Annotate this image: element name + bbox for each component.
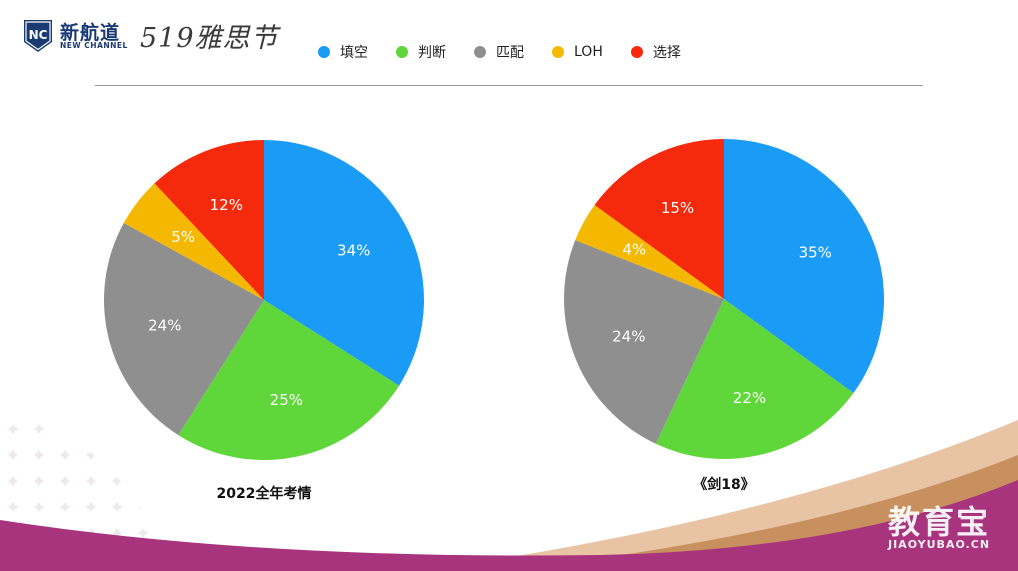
watermark-brand: 教育宝 [888,503,991,541]
pie-slice-panduan [178,300,400,460]
legend-item-pipei: 匹配 [474,42,524,62]
data-label-pipei: 24% [612,328,645,346]
header-divider [95,85,923,86]
legend-swatch-icon [552,46,564,58]
chart-legend: 填空 判断 匹配 LOH 选择 [318,42,709,62]
legend-swatch-icon [630,46,643,58]
legend-label: 填空 [340,45,368,61]
chart-title-2022: 2022全年考情 [216,486,312,502]
data-label-pipei: 24% [148,316,181,334]
data-label-loh: 5% [171,228,195,246]
legend-swatch-icon [474,46,486,58]
logo-brand-name: 新航道 [60,22,121,44]
festival-logo: 519雅思节 [140,23,279,54]
pie-slice-loh [575,204,724,299]
legend-label: 选择 [652,45,681,61]
legend-label: LOH [574,44,603,60]
logo-badge-text: NC [29,28,48,42]
legend-item-xuanze: 选择 [630,42,681,62]
legend-item-tiankong: 填空 [318,42,368,62]
watermark-url: JIAOYUBAO.CN [888,538,991,551]
new-channel-logo-icon: NC [24,20,52,52]
legend-label: 判断 [418,45,446,61]
pie-slice-tiankong [724,139,884,394]
pie-slice-loh [123,183,265,300]
pie-slice-tiankong [264,140,425,386]
chart-title-cambridge-18: 《剑18》 [693,477,755,493]
pie-slice-xuanze [594,139,724,299]
legend-swatch-icon [318,46,330,58]
pie-slice-pipei [564,240,724,444]
legend-swatch-icon [396,46,408,58]
legend-item-panduan: 判断 [396,42,446,62]
pie-slice-pipei [104,222,264,436]
data-label-tiankong: 34% [337,242,370,260]
pie-chart-2022: 34% 25% 24% 5% 12% [104,140,425,460]
legend-item-loh: LOH [552,42,603,62]
data-label-panduan: 25% [270,391,303,409]
pie-chart-cambridge-18: 35% 22% 24% 4% 15% [564,139,884,460]
pie-slice-xuanze [154,140,264,300]
data-label-xuanze: 12% [210,196,243,214]
data-label-panduan: 22% [733,389,766,407]
data-label-xuanze: 15% [661,199,694,217]
data-label-loh: 4% [622,241,646,259]
pie-slice-panduan [655,299,854,460]
data-label-tiankong: 35% [799,244,832,262]
logo-brand-english: NEW CHANNEL [60,41,128,50]
legend-label: 匹配 [496,45,524,61]
